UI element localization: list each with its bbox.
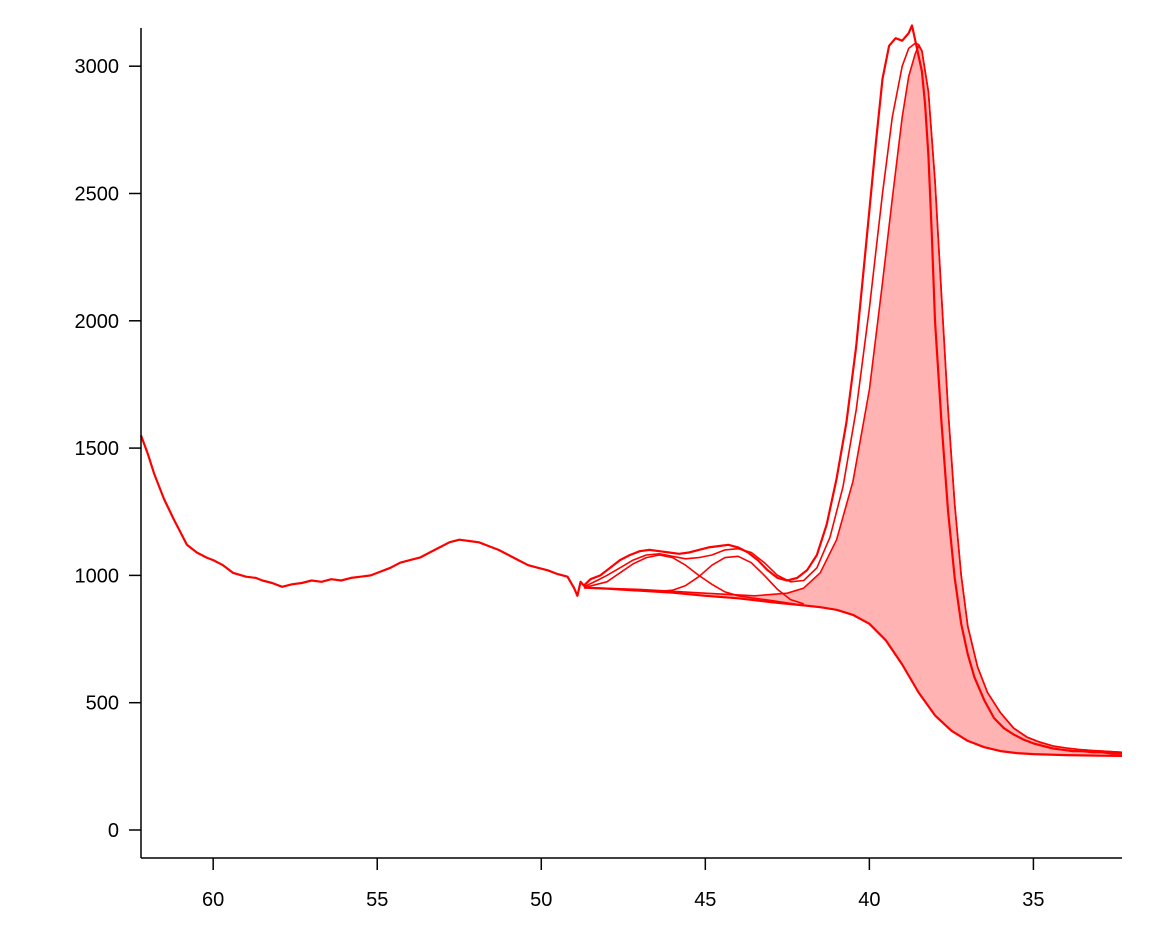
x-tick-label: 40 xyxy=(858,889,880,911)
component-main-peak-line xyxy=(583,45,1123,754)
y-tick-label: 2500 xyxy=(75,183,120,205)
fit-envelope-line xyxy=(583,42,1123,754)
x-tick-label: 55 xyxy=(366,889,388,911)
fills-layer xyxy=(583,45,1122,756)
x-tick-label: 60 xyxy=(202,889,224,911)
x-tick-label: 35 xyxy=(1022,889,1044,911)
x-tick-label: 50 xyxy=(530,889,552,911)
x-tick-label: 45 xyxy=(694,889,716,911)
y-tick-label: 3000 xyxy=(75,56,120,78)
main-peak-area xyxy=(583,45,1122,756)
y-tick-label: 2000 xyxy=(75,311,120,333)
y-tick-label: 1500 xyxy=(75,438,120,460)
y-tick-label: 500 xyxy=(86,693,119,715)
lines-layer xyxy=(139,24,1123,757)
component-peak-2-line xyxy=(656,555,804,605)
measured-line xyxy=(139,24,1122,755)
y-tick-label: 1000 xyxy=(75,565,120,587)
axes-layer: 0 500 1000 1500 2000 2500 3000 60 55 50 45 40 35 xyxy=(75,28,1122,911)
y-tick-label: 0 xyxy=(108,820,119,842)
component-peak-1-line xyxy=(583,554,804,607)
background-line xyxy=(583,586,1123,757)
